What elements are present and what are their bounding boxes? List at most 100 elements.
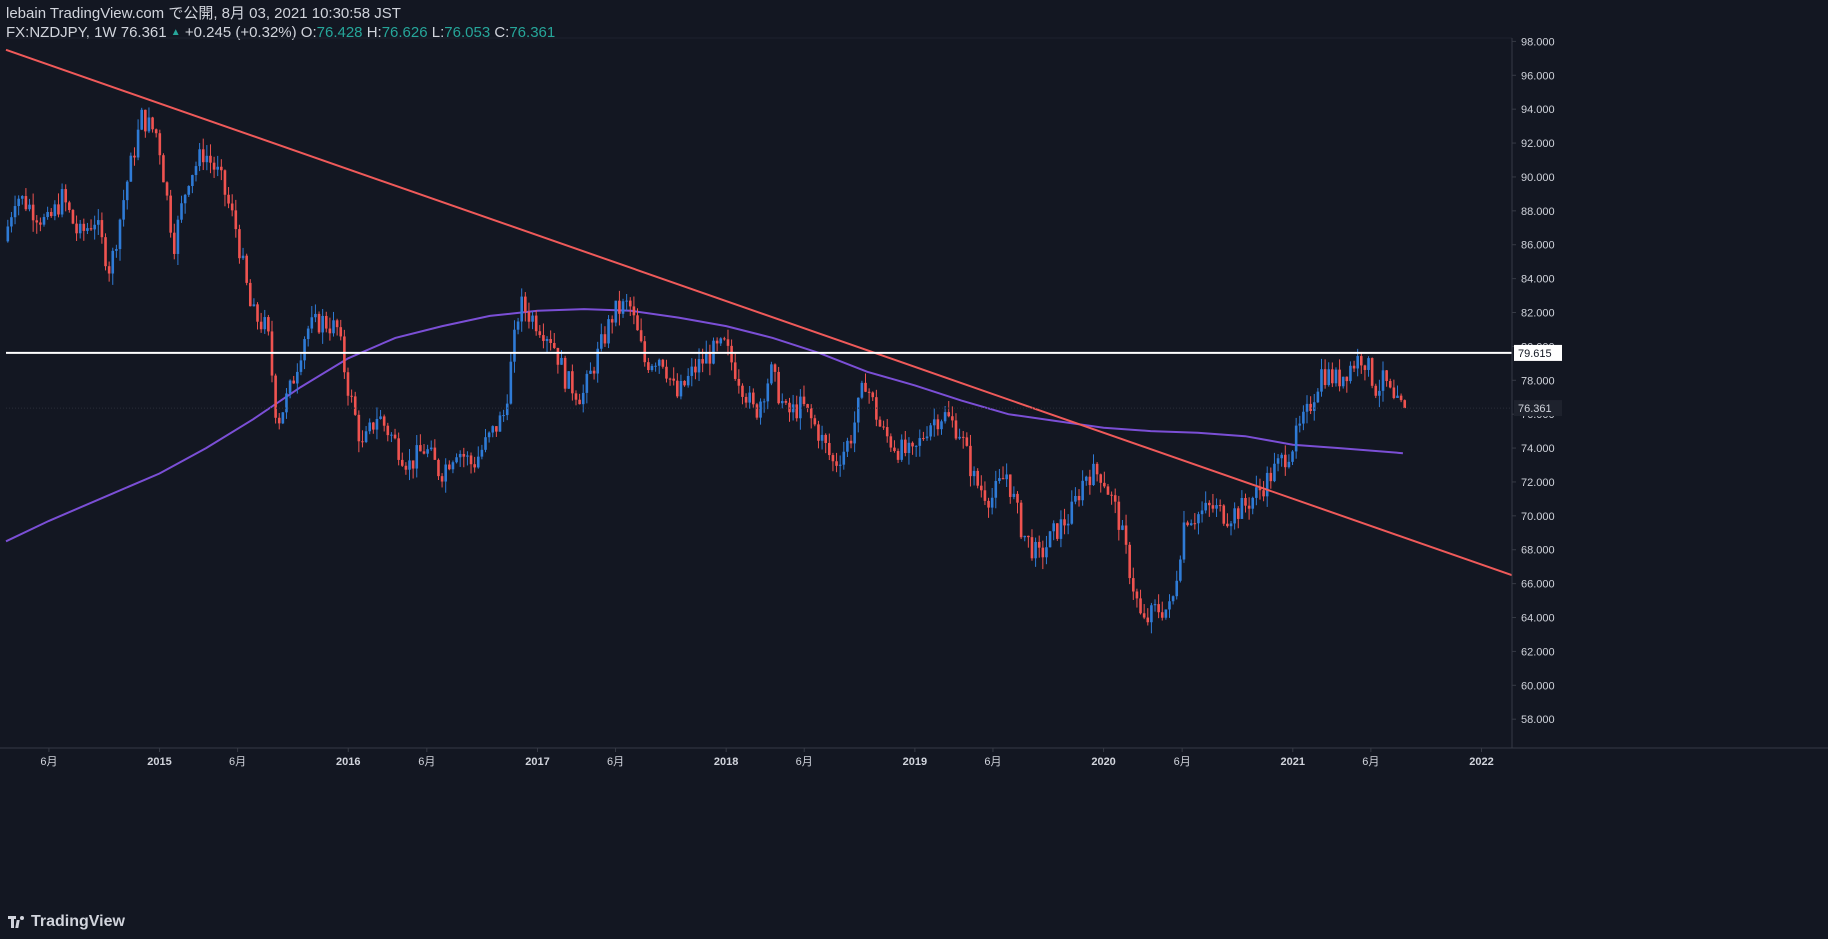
high-value: 76.626 — [381, 24, 428, 41]
candle-body — [1070, 501, 1074, 524]
candle-body — [147, 117, 151, 132]
candle-body — [780, 401, 784, 404]
candle — [1124, 514, 1128, 554]
candle-body — [220, 166, 223, 171]
tradingview-logo[interactable]: TradingView — [8, 913, 125, 931]
candle — [969, 434, 972, 487]
candle — [676, 373, 679, 399]
candle — [469, 452, 473, 474]
candle — [994, 470, 998, 509]
symbol-label: FX:NZDJPY, 1W 76.361 — [6, 24, 167, 41]
candle — [444, 458, 448, 493]
candle-body — [1341, 376, 1345, 387]
candle-body — [817, 424, 820, 441]
candle-body — [1146, 617, 1150, 623]
candle — [93, 215, 96, 240]
candle — [364, 426, 368, 444]
candle-body — [296, 371, 299, 384]
candle — [154, 128, 158, 138]
trendline[interactable] — [5, 48, 1513, 577]
candle — [610, 315, 614, 334]
candle — [817, 420, 820, 449]
candle — [690, 358, 694, 387]
candle-body — [701, 359, 704, 364]
candle — [1128, 541, 1131, 585]
candle — [400, 452, 404, 467]
time-axis[interactable]: 6月 2015 6月 2016 6月 2017 6月 2018 6月 2019 6月 2020 6月 20… — [0, 747, 1828, 768]
candle-body — [607, 319, 610, 344]
candle — [654, 362, 657, 372]
candle-body — [274, 375, 277, 418]
price-tick-label: 58.000 — [1521, 714, 1555, 726]
candle — [1283, 445, 1287, 476]
drawing-layer[interactable] — [5, 48, 1513, 577]
candle-body — [415, 445, 419, 469]
candle — [64, 184, 68, 212]
candle — [1280, 452, 1283, 467]
candle-body — [650, 365, 654, 371]
candle-body — [1244, 497, 1247, 506]
candle-body — [281, 412, 285, 424]
candle-body — [524, 296, 527, 313]
candle — [1403, 399, 1407, 409]
candle-body — [324, 315, 328, 329]
candle-body — [1012, 493, 1016, 497]
candle — [419, 434, 422, 452]
candle — [201, 138, 205, 171]
candle-body — [596, 348, 599, 374]
candle-body — [201, 149, 205, 163]
candle-body — [777, 371, 780, 404]
candle — [165, 181, 169, 201]
price-tick-label: 92.000 — [1521, 138, 1555, 150]
candle — [1396, 385, 1399, 399]
candle — [813, 414, 817, 427]
candle-body — [574, 393, 578, 400]
candle-body — [68, 202, 71, 211]
candle — [281, 412, 285, 425]
candle-body — [172, 232, 176, 254]
candle-body — [1211, 505, 1215, 509]
candle — [198, 143, 201, 172]
candle-body — [1023, 535, 1027, 538]
candle — [115, 244, 118, 258]
price-tick-label: 78.000 — [1521, 375, 1555, 387]
candle-body — [697, 359, 701, 373]
candle-body — [719, 338, 723, 344]
candle — [1113, 488, 1117, 514]
candle — [187, 185, 191, 198]
price-axis[interactable]: 58.000 60.000 62.000 64.000 66.000 68.000 70.0… — [1511, 36, 1562, 748]
candle-body — [216, 166, 220, 170]
candle — [650, 363, 654, 372]
candle — [1363, 364, 1367, 381]
candle-body — [6, 226, 10, 242]
candle — [1056, 523, 1059, 541]
candle-body — [904, 439, 907, 454]
candle — [1345, 376, 1349, 393]
candle — [788, 397, 791, 422]
candle-body — [1305, 403, 1309, 412]
candle — [426, 444, 429, 458]
candle — [144, 109, 147, 138]
candle — [531, 311, 534, 330]
candle-body — [437, 459, 440, 477]
candle — [448, 460, 451, 471]
candle-body — [75, 223, 78, 234]
candle — [918, 429, 922, 457]
candle — [759, 398, 762, 425]
candle-body — [1273, 463, 1276, 482]
candle — [661, 358, 665, 369]
candle-body — [773, 364, 777, 372]
price-tick-label: 90.000 — [1521, 172, 1555, 184]
candle — [632, 296, 636, 325]
price-tick-label: 86.000 — [1521, 240, 1555, 252]
candle — [672, 367, 675, 386]
candle — [799, 389, 802, 430]
candle — [183, 193, 187, 214]
candle — [104, 233, 107, 271]
candle — [1269, 467, 1273, 489]
candle — [473, 456, 476, 473]
candle-body — [433, 447, 437, 460]
candle-body — [314, 313, 317, 318]
candle-body — [1316, 391, 1320, 403]
